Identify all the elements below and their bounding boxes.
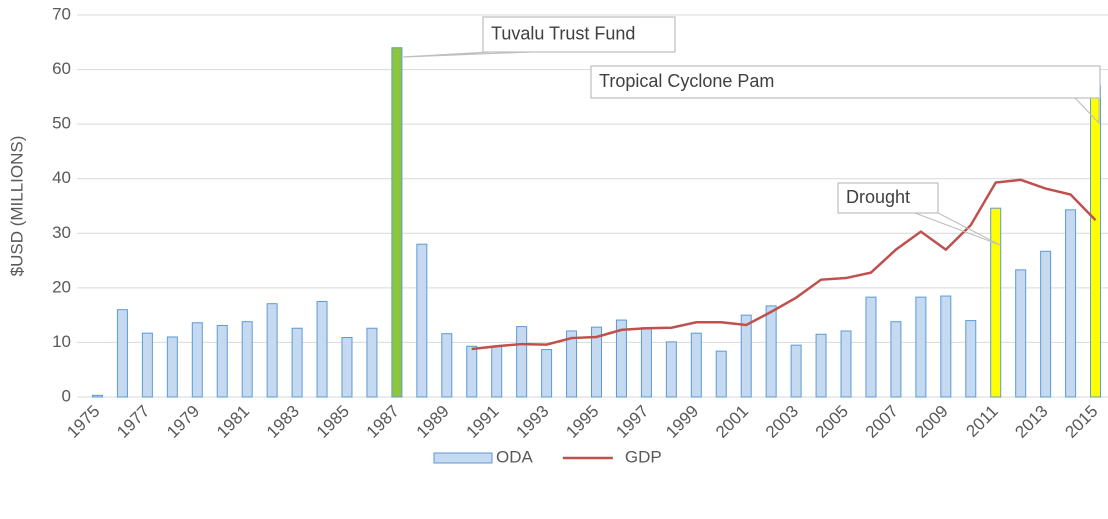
bar [1040, 250, 1052, 398]
bar [516, 326, 528, 398]
bar [890, 321, 902, 398]
bar [341, 337, 353, 398]
bar [815, 333, 827, 398]
bar [665, 341, 677, 398]
x-tick-label: 2001 [712, 402, 752, 442]
line [471, 178, 1097, 351]
x-tick-label: 2007 [862, 402, 902, 442]
bar [316, 301, 328, 398]
bar [840, 330, 852, 398]
bar [116, 309, 128, 398]
x-tick-label: 1975 [63, 402, 103, 442]
bar [216, 325, 228, 398]
bar [940, 295, 952, 398]
bar [191, 322, 203, 398]
bar [291, 327, 303, 398]
bar [690, 332, 702, 398]
callout-pointer [402, 51, 531, 58]
x-tick-label: 1993 [512, 402, 552, 442]
legend-label: GDP [625, 447, 662, 466]
bar [266, 303, 278, 398]
callout-pointer [1074, 97, 1100, 125]
bar [640, 327, 652, 398]
callout-box [837, 182, 939, 214]
y-tick-label: 20 [52, 277, 71, 296]
annotation: Drought [846, 187, 910, 207]
bar [366, 327, 378, 398]
bar [1065, 209, 1077, 398]
bar [466, 345, 478, 398]
bar [790, 344, 802, 398]
bar [141, 332, 153, 398]
x-tick-label: 1979 [163, 402, 203, 442]
bar [241, 321, 253, 398]
y-tick-label: 60 [52, 59, 71, 78]
callout-pointer [914, 212, 1001, 246]
bar [416, 243, 428, 398]
bar [166, 336, 178, 398]
bar [965, 320, 977, 398]
bar [91, 394, 103, 398]
bar [491, 345, 503, 398]
bar [566, 330, 578, 398]
bar [541, 349, 553, 398]
bar [865, 296, 877, 398]
y-tick-label: 30 [52, 223, 71, 242]
annotation: Tropical Cyclone Pam [599, 71, 774, 91]
x-tick-label: 1985 [313, 402, 353, 442]
x-tick-label: 1999 [662, 402, 702, 442]
callout-box [590, 65, 1101, 99]
y-tick-label: 0 [62, 386, 71, 405]
x-tick-label: 2013 [1011, 402, 1051, 442]
bar [765, 305, 777, 398]
y-tick-label: 40 [52, 168, 71, 187]
bar [740, 314, 752, 398]
x-tick-label: 1989 [413, 402, 453, 442]
x-tick-label: 1977 [113, 402, 153, 442]
bar [1090, 85, 1102, 398]
x-tick-label: 1983 [263, 402, 303, 442]
x-tick-label: 2005 [812, 402, 852, 442]
x-tick-label: 2015 [1061, 402, 1101, 442]
x-tick-label: 2009 [912, 402, 952, 442]
annotation: Tuvalu Trust Fund [491, 23, 635, 43]
y-tick-label: 70 [52, 4, 71, 23]
x-tick-label: 1987 [363, 402, 403, 442]
x-tick-label: 1997 [612, 402, 652, 442]
bar [441, 333, 453, 398]
y-tick-label: 10 [52, 332, 71, 351]
bar [715, 350, 727, 398]
bar [915, 296, 927, 398]
callout-box [482, 16, 676, 53]
x-tick-label: 2003 [762, 402, 802, 442]
bar [990, 207, 1002, 398]
x-tick-label: 1991 [463, 402, 503, 442]
bar [591, 326, 602, 398]
legend-swatch [433, 452, 493, 464]
bar [615, 319, 627, 398]
y-axis-label: $USD (MILLIONS) [7, 136, 26, 277]
x-tick-label: 2011 [962, 402, 1001, 441]
x-tick-label: 1995 [562, 402, 602, 442]
bar [391, 47, 403, 398]
x-tick-label: 1981 [213, 402, 253, 442]
bar [1015, 269, 1027, 398]
y-tick-label: 50 [52, 114, 71, 133]
legend-label: ODA [496, 447, 534, 466]
